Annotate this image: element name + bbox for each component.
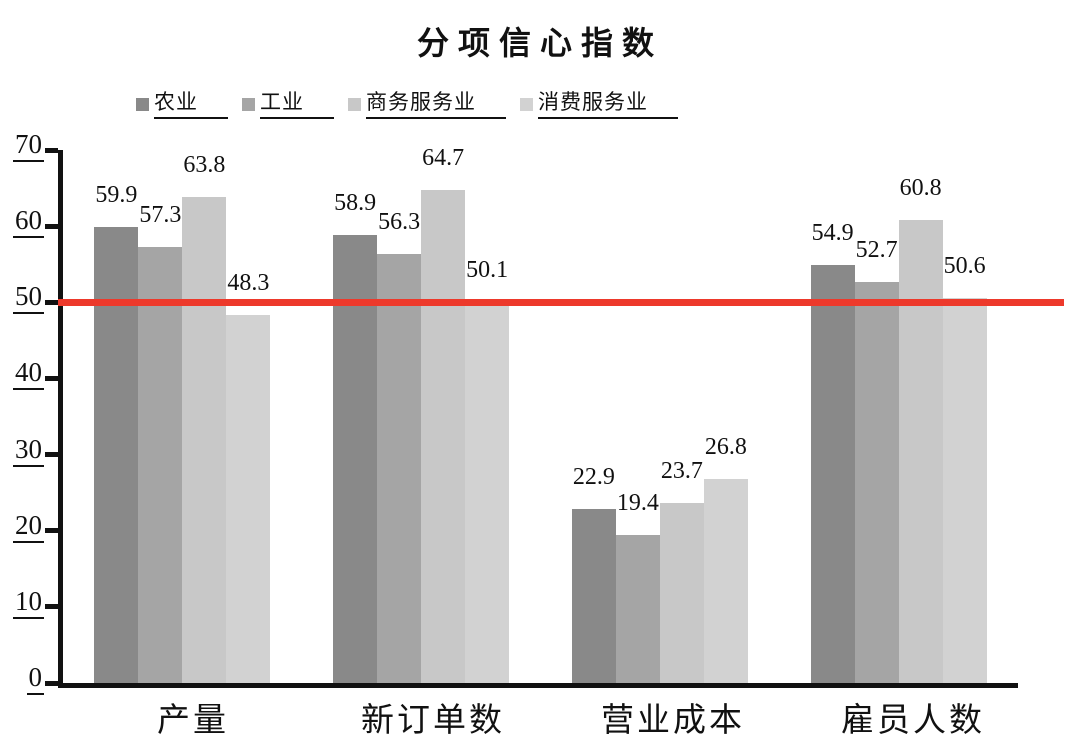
y-axis-tick: [45, 375, 58, 381]
plot-area: 59.9 57.3 63.8 48.3 58.9 56.3 64.7 50.1 22.9 19.4…: [13, 129, 1064, 695]
legend-swatch-icon: [520, 98, 533, 111]
y-axis-tick-value: 10: [13, 585, 44, 619]
y-axis-tick: [45, 680, 58, 686]
y-axis-tick-value: 60: [13, 205, 44, 239]
bar-group: 58.9 56.3 64.7 50.1: [302, 145, 541, 683]
legend-label: 消费服务业: [538, 90, 678, 119]
bar-groups: 59.9 57.3 63.8 48.3 58.9 56.3 64.7 50.1 22.9 19.4…: [63, 145, 1018, 683]
bar-value-label: 60.8: [899, 175, 942, 202]
y-axis-tick: [45, 604, 58, 610]
y-axis-tick-label: 30: [0, 433, 44, 467]
bar: 50.6: [942, 253, 987, 683]
legend-swatch-icon: [136, 98, 149, 111]
y-axis-tick: [45, 299, 58, 305]
bar: 23.7: [659, 458, 704, 683]
legend-label: 农业: [154, 90, 228, 119]
bar: 22.9: [571, 464, 616, 683]
bar: 19.4: [615, 490, 660, 683]
legend-item: 工业: [242, 90, 334, 119]
y-axis-tick: [45, 528, 58, 534]
y-axis-tick: [45, 223, 58, 229]
bar-value-label: 50.6: [943, 252, 986, 279]
legend-item: 消费服务业: [520, 90, 678, 119]
bar-group: 22.9 19.4 23.7 26.8: [541, 150, 780, 683]
y-axis-tick: [45, 452, 58, 458]
bar-value-label: 59.9: [95, 181, 138, 208]
y-axis-tick: [45, 147, 58, 153]
y-axis-tick-label: 10: [0, 585, 44, 619]
y-axis-tick-label: 0: [0, 662, 44, 695]
y-axis-tick-label: 70: [0, 129, 44, 162]
bar-value-label: 50.1: [466, 256, 509, 283]
y-axis-tick-value: 70: [13, 129, 44, 162]
y-axis-tick-value: 50: [13, 281, 44, 315]
chart-title: 分项信心指数: [416, 25, 663, 61]
bar-group: 54.9 52.7 60.8 50.6: [779, 150, 1018, 683]
bar: 64.7: [421, 145, 466, 683]
bar-value-label: 48.3: [227, 270, 270, 297]
legend-swatch-icon: [348, 98, 361, 111]
y-axis-tick-value: 30: [13, 433, 44, 467]
x-category-label: 营业成本: [601, 701, 745, 738]
bar: 59.9: [94, 182, 139, 683]
legend: 农业 工业 商务服务业 消费服务业: [136, 90, 692, 119]
legend-item: 商务服务业: [348, 90, 506, 119]
legend-swatch-icon: [242, 98, 255, 111]
y-axis-tick-value: 0: [26, 662, 44, 695]
bar: 54.9: [810, 220, 855, 683]
legend-item: 农业: [136, 90, 228, 119]
bar-value-label: 22.9: [572, 463, 615, 490]
legend-label: 工业: [260, 90, 334, 119]
bar-value-label: 57.3: [139, 201, 182, 228]
bar: 63.8: [182, 152, 227, 683]
bar-value-label: 23.7: [660, 457, 703, 484]
reference-line: [58, 298, 1064, 306]
bar-value-label: 52.7: [855, 236, 898, 263]
bar-value-label: 19.4: [616, 490, 659, 517]
y-axis-tick-value: 20: [13, 509, 44, 543]
bar-value-label: 58.9: [334, 189, 377, 216]
bar: 50.1: [465, 257, 510, 683]
x-category-label: 产量: [157, 701, 229, 738]
bar: 52.7: [854, 237, 899, 683]
bar: 60.8: [898, 175, 943, 683]
y-axis-tick-value: 40: [13, 357, 44, 391]
x-category-label: 雇员人数: [841, 701, 985, 738]
x-category-label: 新订单数: [361, 701, 505, 738]
bar-value-label: 63.8: [183, 152, 226, 179]
bar-value-label: 64.7: [422, 145, 465, 172]
y-axis-tick-label: 20: [0, 509, 44, 543]
y-axis-tick-label: 40: [0, 357, 44, 391]
x-axis-labels: 产量 新订单数 营业成本 雇员人数: [73, 693, 1033, 741]
bar: 57.3: [138, 202, 183, 683]
bar: 58.9: [333, 190, 378, 683]
y-axis-tick-label: 60: [0, 205, 44, 239]
bar: 56.3: [377, 209, 422, 683]
bar: 26.8: [703, 434, 748, 683]
bar-value-label: 56.3: [378, 209, 421, 236]
bar-value-label: 54.9: [811, 219, 854, 246]
legend-label: 商务服务业: [366, 90, 506, 119]
bar-value-label: 26.8: [704, 433, 747, 460]
bar: 48.3: [226, 270, 271, 683]
bar-group: 59.9 57.3 63.8 48.3: [63, 150, 302, 683]
y-axis-tick-label: 50: [0, 281, 44, 315]
